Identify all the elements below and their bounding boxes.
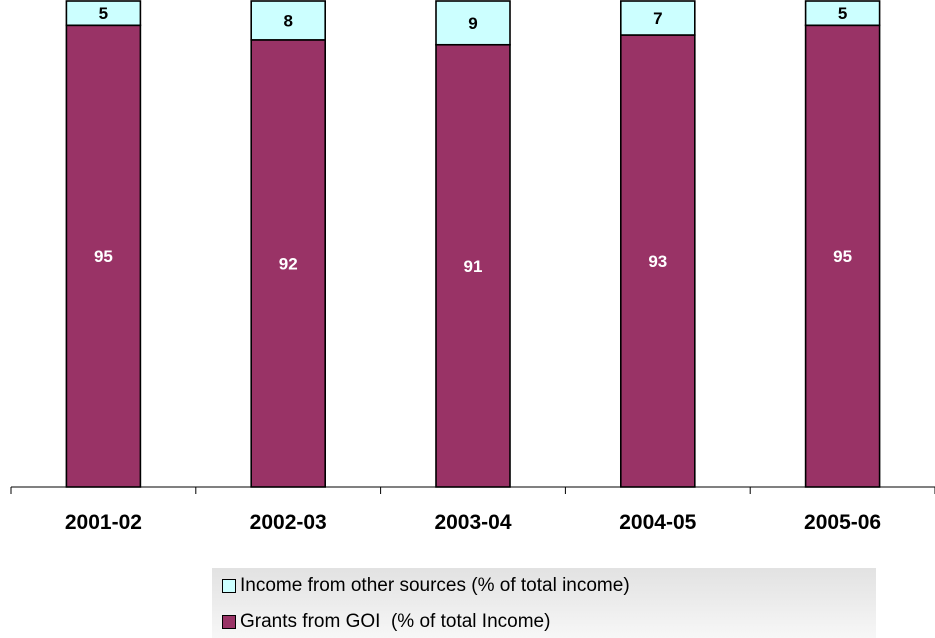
bar-other-income-2003-04: [435, 0, 511, 46]
data-label-goi-grants: 95: [94, 247, 113, 266]
legend: Income from other sources (% of total in…: [212, 568, 876, 638]
x-ticks-group: [10, 487, 935, 494]
x-tick-label: 2001-02: [65, 511, 142, 534]
data-label-other-income: 8: [283, 11, 292, 30]
x-tick-labels: 2001-02 2002-03 2003-04 2004-05 2005-06: [65, 511, 881, 534]
data-label-other-income: 5: [99, 4, 108, 23]
data-label-other-income: 9: [468, 14, 477, 33]
bar-other-income-2002-03: [250, 0, 326, 41]
legend-item-goi-grants: Grants from GOI (% of total Income): [222, 611, 550, 633]
x-tick-label: 2003-04: [434, 511, 511, 534]
bar-goi-grants-2001-02: [65, 24, 142, 488]
legend-label-other-income: Income from other sources (% of total in…: [240, 575, 630, 596]
x-tick-label: 2002-03: [250, 511, 327, 534]
bar-other-income-2004-05: [619, 0, 696, 36]
legend-swatch-other-income: [222, 579, 236, 593]
data-label-goi-grants: 95: [833, 247, 852, 266]
legend-label-goi-grants: Grants from GOI (% of total Income): [240, 611, 551, 632]
bar-other-income-2005-06: [804, 0, 881, 27]
data-label-goi-grants: 92: [279, 254, 298, 273]
bar-goi-grants-2003-04: [435, 43, 511, 488]
data-label-other-income: 5: [838, 4, 847, 23]
bars-group: 95 5 92 8 91 9 93 7 95 5: [65, 0, 881, 488]
data-label-goi-grants: 91: [464, 257, 483, 276]
bar-other-income-2001-02: [65, 0, 142, 27]
data-label-goi-grants: 93: [648, 252, 667, 271]
legend-item-other-income: Income from other sources (% of total in…: [222, 575, 630, 597]
data-label-other-income: 7: [653, 9, 662, 28]
legend-swatch-goi-grants: [222, 615, 236, 629]
x-tick-label: 2005-06: [804, 511, 881, 534]
x-tick-label: 2004-05: [619, 511, 696, 534]
